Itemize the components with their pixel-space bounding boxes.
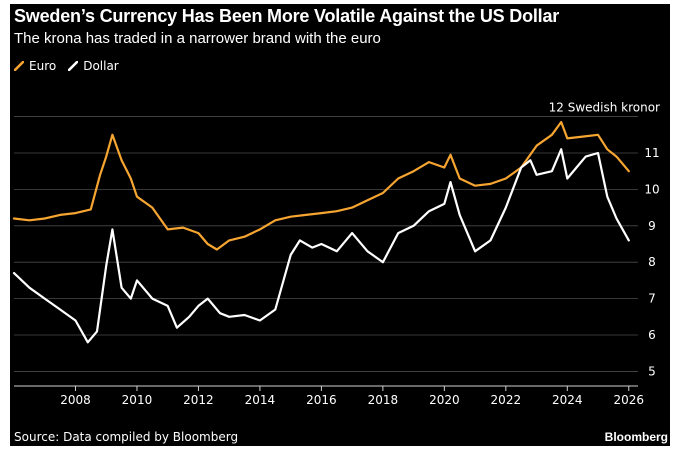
x-tick-label-2016: 2016 (306, 393, 337, 407)
euro-swatch-icon (14, 61, 24, 71)
y-tick-label-11: 11 (644, 146, 659, 160)
y-tick-label-7: 7 (648, 292, 656, 306)
dollar-swatch-icon (68, 61, 79, 71)
chart-subtitle: The krona has traded in a narrower brand… (14, 30, 381, 47)
x-tick-label-2020: 2020 (429, 393, 460, 407)
x-tick-label-2012: 2012 (183, 393, 214, 407)
series-line-euro (12, 120, 630, 251)
legend-label-dollar: Dollar (83, 59, 119, 73)
y-tick-label-9: 9 (648, 219, 656, 233)
series-line-dollar (12, 148, 630, 344)
x-tick-label-2024: 2024 (552, 393, 583, 407)
x-tick-label-2014: 2014 (245, 393, 276, 407)
brand-logo: Bloomberg (604, 430, 668, 444)
x-tick-label-2008: 2008 (60, 393, 91, 407)
x-tick-label-2022: 2022 (491, 393, 522, 407)
legend-item-dollar: Dollar (68, 59, 119, 73)
legend-item-euro: Euro (14, 59, 56, 73)
x-tick-label-2026: 2026 (614, 393, 645, 407)
source-note: Source: Data compiled by Bloomberg (14, 430, 239, 444)
legend: Euro Dollar (14, 59, 131, 73)
y-tick-label-5: 5 (648, 364, 656, 378)
y-tick-label-10: 10 (644, 182, 659, 196)
y-tick-label-6: 6 (648, 328, 656, 342)
chart-card: Sweden’s Currency Has Been More Volatile… (10, 4, 670, 446)
legend-label-euro: Euro (29, 59, 57, 73)
y-tick-label-8: 8 (648, 255, 656, 269)
unit-label: 12 Swedish kronor (549, 101, 660, 115)
x-tick-label-2010: 2010 (122, 393, 153, 407)
x-tick-label-2018: 2018 (368, 393, 399, 407)
line-chart: 12 Swedish kronor 5 6 7 8 9 10 11 2008 2010 2012 20… (12, 101, 660, 407)
chart-title: Sweden’s Currency Has Been More Volatile… (14, 6, 560, 26)
